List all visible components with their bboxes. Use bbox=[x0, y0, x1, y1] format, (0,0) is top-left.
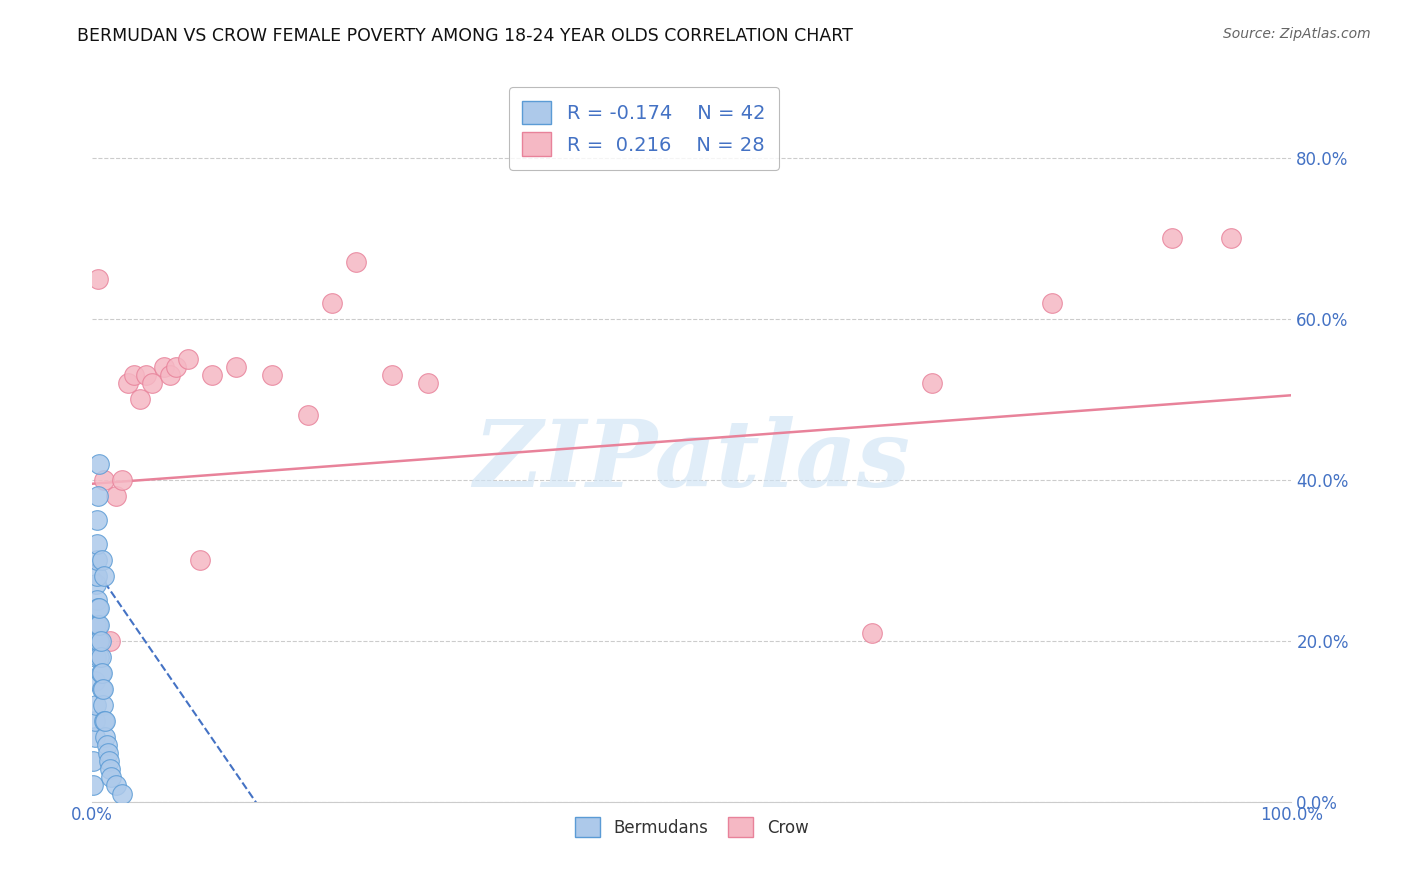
Point bbox=[89, 649, 111, 664]
Point bbox=[100, 771, 122, 785]
Point bbox=[188, 553, 211, 567]
Point bbox=[153, 360, 176, 375]
Point bbox=[201, 368, 224, 383]
Point bbox=[84, 577, 107, 591]
Point bbox=[177, 352, 200, 367]
Point bbox=[83, 714, 105, 728]
Point bbox=[83, 730, 105, 744]
Point bbox=[89, 601, 111, 615]
Point bbox=[93, 569, 115, 583]
Point bbox=[87, 489, 110, 503]
Point bbox=[94, 714, 117, 728]
Point bbox=[1040, 295, 1063, 310]
Point bbox=[96, 738, 118, 752]
Point bbox=[141, 376, 163, 391]
Point bbox=[94, 730, 117, 744]
Point bbox=[83, 673, 105, 688]
Point bbox=[89, 617, 111, 632]
Point bbox=[91, 681, 114, 696]
Point bbox=[87, 271, 110, 285]
Point bbox=[135, 368, 157, 383]
Point bbox=[90, 665, 112, 680]
Point bbox=[82, 755, 104, 769]
Point bbox=[860, 625, 883, 640]
Point bbox=[105, 489, 128, 503]
Point bbox=[84, 698, 107, 712]
Point bbox=[89, 457, 111, 471]
Point bbox=[87, 633, 110, 648]
Point bbox=[87, 617, 110, 632]
Point bbox=[90, 681, 112, 696]
Text: ZIPatlas: ZIPatlas bbox=[474, 417, 910, 507]
Point bbox=[86, 569, 108, 583]
Point bbox=[225, 360, 247, 375]
Point bbox=[86, 593, 108, 607]
Point bbox=[129, 392, 152, 407]
Point bbox=[1160, 231, 1182, 245]
Point bbox=[90, 633, 112, 648]
Point bbox=[84, 649, 107, 664]
Point bbox=[262, 368, 284, 383]
Point bbox=[165, 360, 187, 375]
Point bbox=[86, 537, 108, 551]
Point bbox=[105, 779, 128, 793]
Point bbox=[82, 779, 104, 793]
Point bbox=[381, 368, 404, 383]
Point bbox=[93, 714, 115, 728]
Point bbox=[159, 368, 181, 383]
Point bbox=[122, 368, 145, 383]
Legend: Bermudans, Crow: Bermudans, Crow bbox=[568, 810, 815, 844]
Point bbox=[86, 553, 108, 567]
Point bbox=[921, 376, 943, 391]
Point bbox=[91, 698, 114, 712]
Point bbox=[98, 633, 121, 648]
Point bbox=[84, 617, 107, 632]
Point bbox=[344, 255, 367, 269]
Point bbox=[98, 763, 121, 777]
Point bbox=[86, 513, 108, 527]
Point bbox=[111, 473, 134, 487]
Point bbox=[90, 649, 112, 664]
Point bbox=[93, 473, 115, 487]
Point bbox=[117, 376, 139, 391]
Point bbox=[97, 747, 120, 761]
Point bbox=[297, 409, 319, 423]
Point bbox=[90, 553, 112, 567]
Point bbox=[416, 376, 439, 391]
Point bbox=[1220, 231, 1243, 245]
Point bbox=[87, 601, 110, 615]
Point bbox=[98, 755, 121, 769]
Text: Source: ZipAtlas.com: Source: ZipAtlas.com bbox=[1223, 27, 1371, 41]
Point bbox=[321, 295, 343, 310]
Point bbox=[90, 665, 112, 680]
Point bbox=[111, 787, 134, 801]
Text: BERMUDAN VS CROW FEMALE POVERTY AMONG 18-24 YEAR OLDS CORRELATION CHART: BERMUDAN VS CROW FEMALE POVERTY AMONG 18… bbox=[77, 27, 853, 45]
Point bbox=[89, 633, 111, 648]
